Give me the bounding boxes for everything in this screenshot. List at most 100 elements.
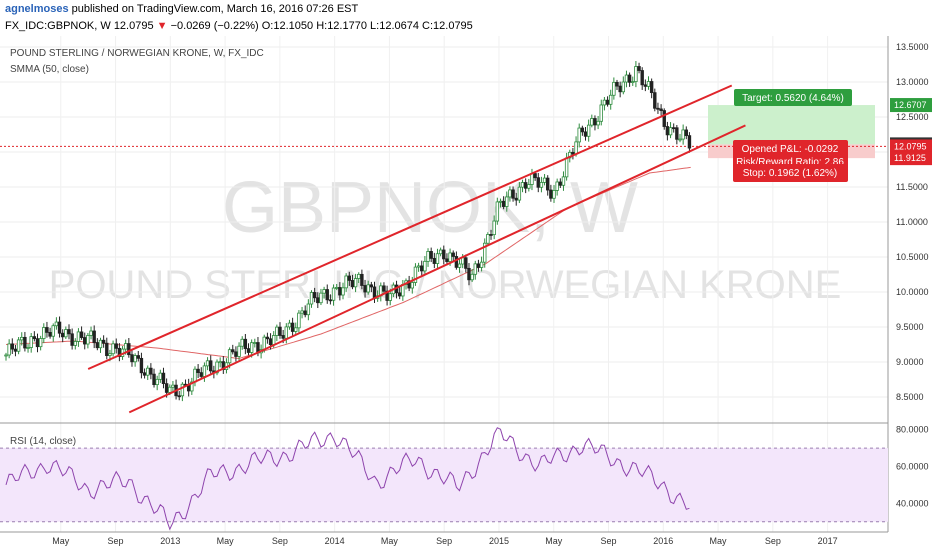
time-tick-label: May <box>217 536 235 546</box>
time-tick-label: Sep <box>765 536 781 546</box>
candle-body <box>139 357 144 374</box>
candle-body <box>108 353 112 357</box>
candle-body <box>498 200 503 203</box>
candle-body <box>101 339 106 344</box>
candle-body <box>16 339 21 352</box>
high-label: H: <box>316 20 328 32</box>
watermark-ticker: GBPNOK, W <box>222 168 638 248</box>
candle-body <box>281 335 285 339</box>
candle-body <box>593 118 597 126</box>
candle-body <box>637 66 641 71</box>
trend-lines[interactable] <box>87 84 746 414</box>
candle-body <box>117 347 122 357</box>
candle-body <box>35 338 40 348</box>
candle-body <box>564 157 569 178</box>
price-tick-label: 10.5000 <box>896 252 929 262</box>
open-value: 12.1050 <box>273 20 314 32</box>
time-tick-label: Sep <box>108 536 124 546</box>
candle-body <box>287 322 292 328</box>
candle-body <box>13 348 18 352</box>
candle-body <box>609 94 613 105</box>
price-axis[interactable]: 13.500013.000012.500012.000011.500011.00… <box>887 36 932 550</box>
candle-body <box>38 338 43 348</box>
candle-body <box>246 348 251 353</box>
close-label: C: <box>422 20 434 32</box>
price-badge-label: 12.6707 <box>894 100 927 110</box>
candle-body <box>262 336 266 350</box>
candle-body <box>517 186 522 201</box>
candle-body <box>366 284 370 293</box>
candle-body <box>520 182 525 188</box>
candle-body <box>605 99 610 105</box>
candle-body <box>671 127 676 130</box>
candle-body <box>656 107 660 110</box>
price-badge <box>890 139 932 154</box>
price-badge-label: 12.0795 <box>894 141 927 151</box>
candle-body <box>23 336 27 349</box>
candle-body <box>470 273 474 281</box>
target-label[interactable]: Target: 0.5620 (4.64%) <box>734 89 852 106</box>
candle-body <box>675 127 679 140</box>
candle-body <box>438 249 443 255</box>
candle-body <box>561 176 566 186</box>
candle-body <box>687 135 692 149</box>
rsi-pane[interactable] <box>0 427 888 531</box>
candle-body <box>668 127 673 136</box>
stop-label[interactable]: Stop: 0.1962 (1.62%) <box>735 164 845 180</box>
candle-body <box>634 66 638 82</box>
candle-body <box>325 289 329 301</box>
candle-body <box>202 365 207 377</box>
candle-body <box>155 378 159 386</box>
target-text: Target: 0.5620 (4.64%) <box>742 93 844 104</box>
axis-background <box>888 36 932 550</box>
candle-body <box>67 329 71 335</box>
time-tick-label: Sep <box>436 536 452 546</box>
candle-body <box>278 326 282 336</box>
symbol-ohlc: FX_IDC:GBPNOK, W 12.0795 ▼ −0.0269 (−0.2… <box>5 20 473 32</box>
time-tick-label: 2016 <box>653 536 673 546</box>
candle-body <box>338 287 342 296</box>
author-link[interactable]: agnelmoses <box>5 3 69 15</box>
candle-body <box>590 118 594 126</box>
candle-body <box>215 361 219 374</box>
candle-body <box>429 251 433 259</box>
candle-body <box>234 351 238 357</box>
candle-body <box>237 345 241 357</box>
candle-body <box>678 138 682 141</box>
price-tick-label: 8.5000 <box>896 392 924 402</box>
time-tick-label: 2013 <box>160 536 180 546</box>
candle-body <box>92 330 96 343</box>
candle-body <box>105 342 109 357</box>
target-zone[interactable] <box>708 105 875 145</box>
rsi-title: RSI (14, close) <box>10 436 76 447</box>
price-tick-label: 13.0000 <box>896 77 929 87</box>
price-badge <box>890 151 932 166</box>
candle-body <box>363 285 367 293</box>
chart-canvas[interactable]: GBPNOK, W POUND STERLING / NORWEGIAN KRO… <box>0 36 932 550</box>
candle-body <box>489 234 493 236</box>
candle-body <box>54 321 59 327</box>
time-tick-label: May <box>381 536 399 546</box>
candle-body <box>347 275 351 281</box>
candle-body <box>599 104 603 122</box>
candle-body <box>410 282 414 289</box>
candle-body <box>350 280 355 288</box>
candle-body <box>665 126 670 136</box>
candle-body <box>227 349 232 364</box>
rsi-band <box>0 448 888 522</box>
candle-body <box>407 280 411 289</box>
candle-body <box>205 360 210 367</box>
time-tick-label: May <box>710 536 728 546</box>
trend-line-2[interactable] <box>128 124 746 414</box>
trend-line-1[interactable] <box>87 84 733 370</box>
candle-body <box>79 331 84 338</box>
candle-body <box>161 372 166 385</box>
candle-body <box>527 184 531 189</box>
candle-body <box>133 355 137 363</box>
candle-body <box>426 251 430 262</box>
time-axis[interactable]: May Sep 2013 May Sep 2014 May Sep 2015 May Sep 2016… <box>0 531 888 546</box>
candle-body <box>479 261 484 268</box>
price-tick-label: 12.5000 <box>896 112 929 122</box>
risk-reward-text: Risk/Reward Ratio: 2.86 <box>736 157 844 168</box>
candle-body <box>552 190 556 199</box>
